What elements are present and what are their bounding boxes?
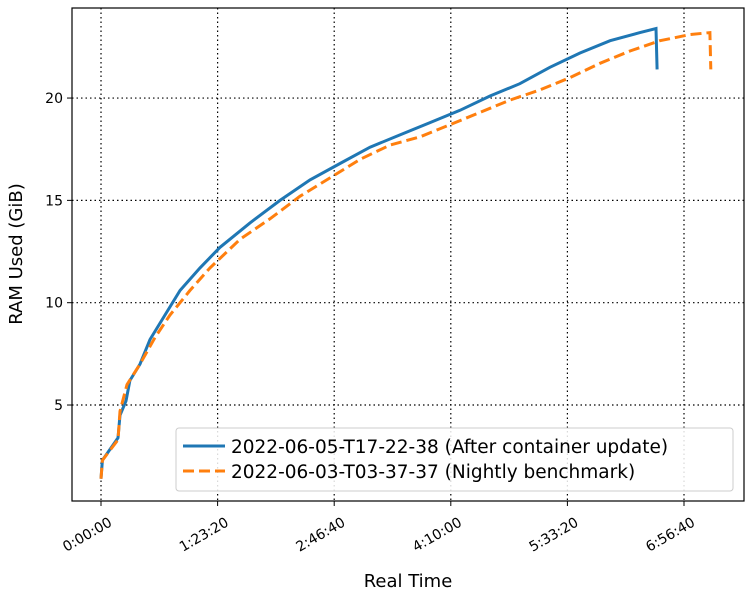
legend-label: 2022-06-05-T17-22-38 (After container up… <box>231 437 668 458</box>
x-tick-label: 1:23:20 <box>177 515 232 556</box>
plot-frame <box>71 7 745 502</box>
legend-label: 2022-06-03-T03-37-37 (Nightly benchmark) <box>231 462 635 483</box>
x-tick-label: 6:56:40 <box>643 515 698 556</box>
x-tick-label: 4:10:00 <box>410 515 465 556</box>
x-axis-label: Real Time <box>364 571 453 592</box>
y-tick-label: 20 <box>45 91 63 107</box>
y-axis-label: RAM Used (GiB) <box>6 183 27 324</box>
series-line <box>99 30 713 479</box>
y-tick-label: 10 <box>45 296 63 312</box>
grid <box>72 8 744 501</box>
y-tick-label: 15 <box>45 193 63 209</box>
x-tick-label: 0:00:00 <box>60 515 115 556</box>
legend: 2022-06-05-T17-22-38 (After container up… <box>175 427 734 492</box>
x-tick-label: 5:33:20 <box>527 515 582 556</box>
x-tick-label: 2:46:40 <box>293 515 348 556</box>
legend-box <box>175 427 734 492</box>
series-line <box>99 26 659 479</box>
lines <box>99 26 713 479</box>
y-tick-label: 5 <box>54 398 63 414</box>
